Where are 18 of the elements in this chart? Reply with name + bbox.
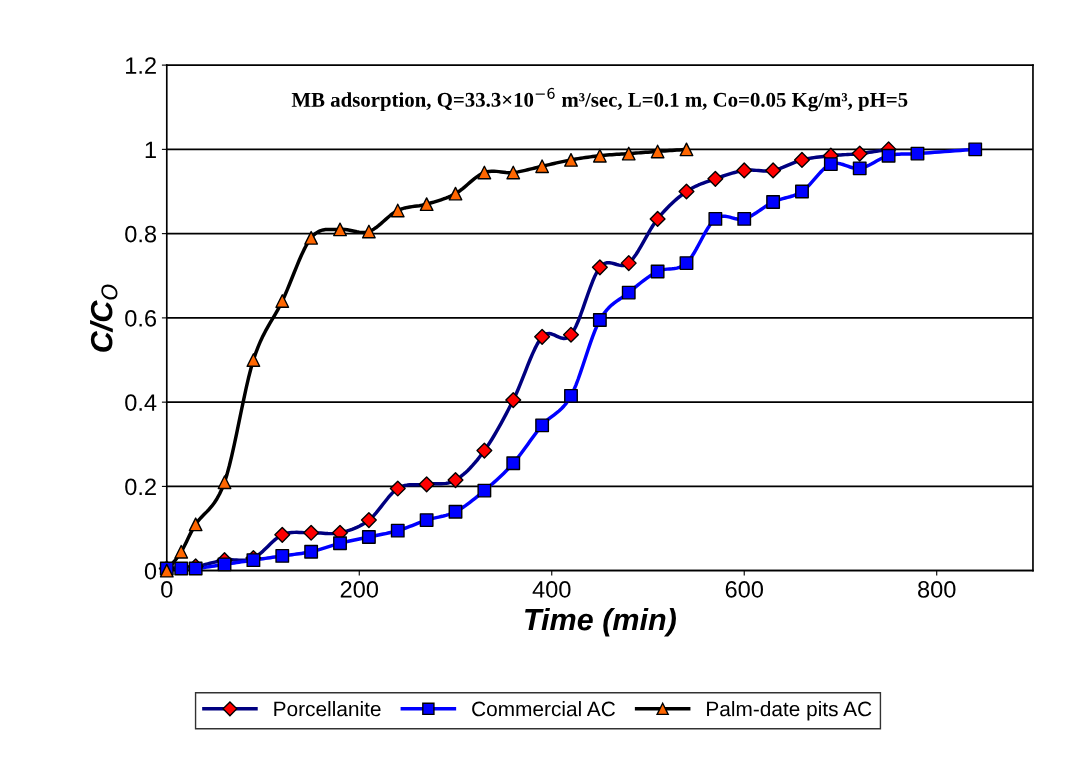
- x-axis-title: Time (min): [525, 607, 676, 637]
- y-tick-label: 0.2: [125, 478, 156, 496]
- x-tick-label: 200: [340, 581, 379, 598]
- y-axis-title: C/C$_{O}$: [90, 284, 118, 352]
- y-tick-label: 1.2: [126, 57, 156, 74]
- x-tick-label: 600: [725, 581, 764, 598]
- text: MB adsorption, Q=33.3×10$^{−6}$ m³/sec, L=0.1 m, Co=0.05 Kg/m³, pH=5: [291, 87, 908, 112]
- legend-label: Palm-date pits AC: [707, 701, 872, 721]
- y-tick-label: 1: [145, 141, 156, 158]
- y-tick-label: 0: [144, 562, 157, 580]
- y-tick-label: 0.8: [125, 225, 157, 243]
- x-tick-label: 0: [161, 581, 173, 598]
- x-tick-label: 400: [532, 581, 571, 598]
- legend-label: Commercial AC: [472, 701, 615, 717]
- legend-label: Porcellanite: [274, 701, 381, 717]
- x-tick-label: 800: [918, 581, 956, 598]
- y-tick-label: 0.4: [125, 394, 157, 411]
- y-tick-label: 0.6: [125, 309, 157, 327]
